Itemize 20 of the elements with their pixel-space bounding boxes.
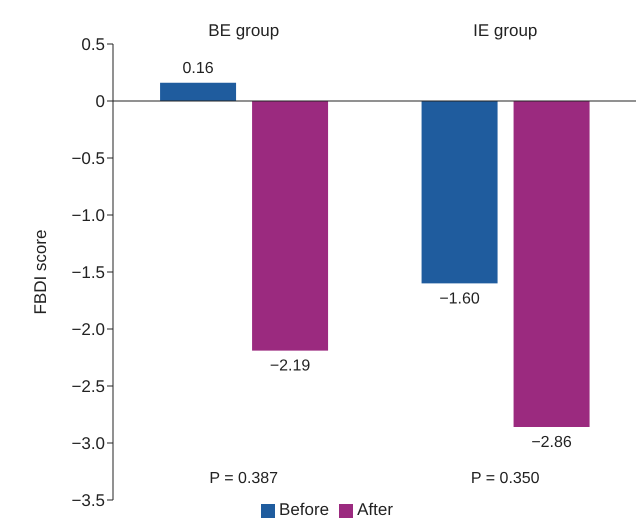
x-tick-label: BE group (208, 21, 280, 40)
annotation: P = 0.350 (470, 470, 540, 487)
y-tick-label: −3.5 (71, 491, 105, 510)
data-label: −2.19 (270, 358, 310, 375)
y-tick-label: −1.5 (71, 263, 105, 282)
y-tick-label: −2.0 (71, 320, 105, 340)
data-label: 0.16 (182, 60, 214, 77)
data-label: −2.86 (531, 434, 572, 452)
legend-label: After (357, 500, 393, 519)
y-tick-label: 0.5 (81, 35, 105, 54)
y-tick-label: −2.5 (71, 377, 105, 396)
annotation: P = 0.387 (209, 470, 278, 487)
y-axis-title: FBDI score (31, 229, 50, 315)
legend-label: Before (279, 500, 330, 519)
x-tick-label: IE group (473, 21, 538, 40)
y-tick-label: −0.5 (71, 149, 105, 168)
y-tick-label: −1.0 (71, 206, 105, 226)
data-label: −1.60 (439, 290, 480, 308)
y-tick-label: 0 (96, 92, 105, 112)
y-tick-label: −3.0 (71, 434, 105, 454)
